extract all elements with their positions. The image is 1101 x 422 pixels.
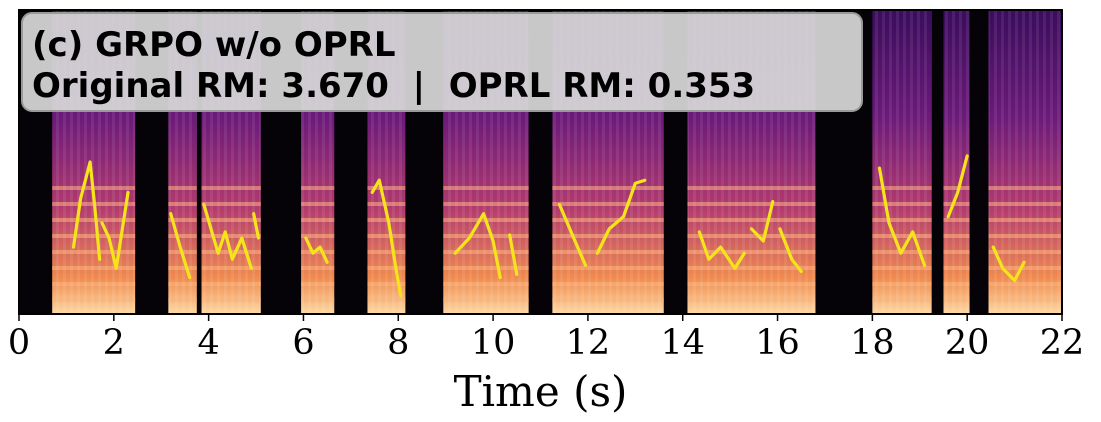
pitch-contour (557, 202, 588, 267)
pitch-contour (304, 236, 329, 264)
striation-overlay (872, 10, 932, 314)
pitch-contour (71, 160, 102, 261)
reward-annotation: Original RM: 3.670 | OPRL RM: 0.353 (32, 66, 755, 106)
pitch-contour (991, 245, 1026, 283)
pitch-contour (370, 178, 403, 298)
x-tick-label: 2 (103, 323, 125, 363)
pitch-contour (778, 227, 803, 274)
x-axis: 0 2 4 6 8 10 12 14 16 18 20 22 (8, 314, 1084, 363)
pitch-contour (508, 233, 519, 277)
pitch-contour (169, 212, 192, 280)
x-tick-label: 22 (1040, 323, 1085, 363)
pitch-contour (946, 154, 969, 219)
pitch-contour (252, 212, 261, 240)
pitch-contour (595, 178, 647, 255)
plot-frame (18, 9, 1063, 315)
pitch-contour-group (71, 154, 1026, 298)
x-tick-label: 14 (660, 323, 705, 363)
annotation-box: (c) GRPO w/o OPRL Original RM: 3.670 | O… (21, 12, 863, 112)
pitch-contour (453, 212, 502, 280)
pitch-contour (749, 199, 775, 243)
pitch-contour (877, 166, 927, 267)
panel-label: (c) GRPO w/o OPRL (32, 25, 396, 65)
x-tick-label: 18 (850, 323, 895, 363)
x-tick-label: 4 (197, 323, 219, 363)
x-tick-label: 20 (945, 323, 990, 363)
x-tick-label: 0 (8, 323, 30, 363)
pitch-contour (100, 190, 130, 270)
x-tick-label: 16 (755, 323, 800, 363)
x-tick-label: 6 (292, 323, 314, 363)
x-tick-label: 10 (471, 323, 516, 363)
pitch-contour (202, 202, 253, 270)
x-axis-label: Time (s) (454, 367, 628, 416)
x-tick-label: 8 (387, 323, 409, 363)
pitch-contour (697, 230, 746, 270)
striation-overlay (988, 10, 1062, 314)
x-tick-label: 12 (566, 323, 611, 363)
